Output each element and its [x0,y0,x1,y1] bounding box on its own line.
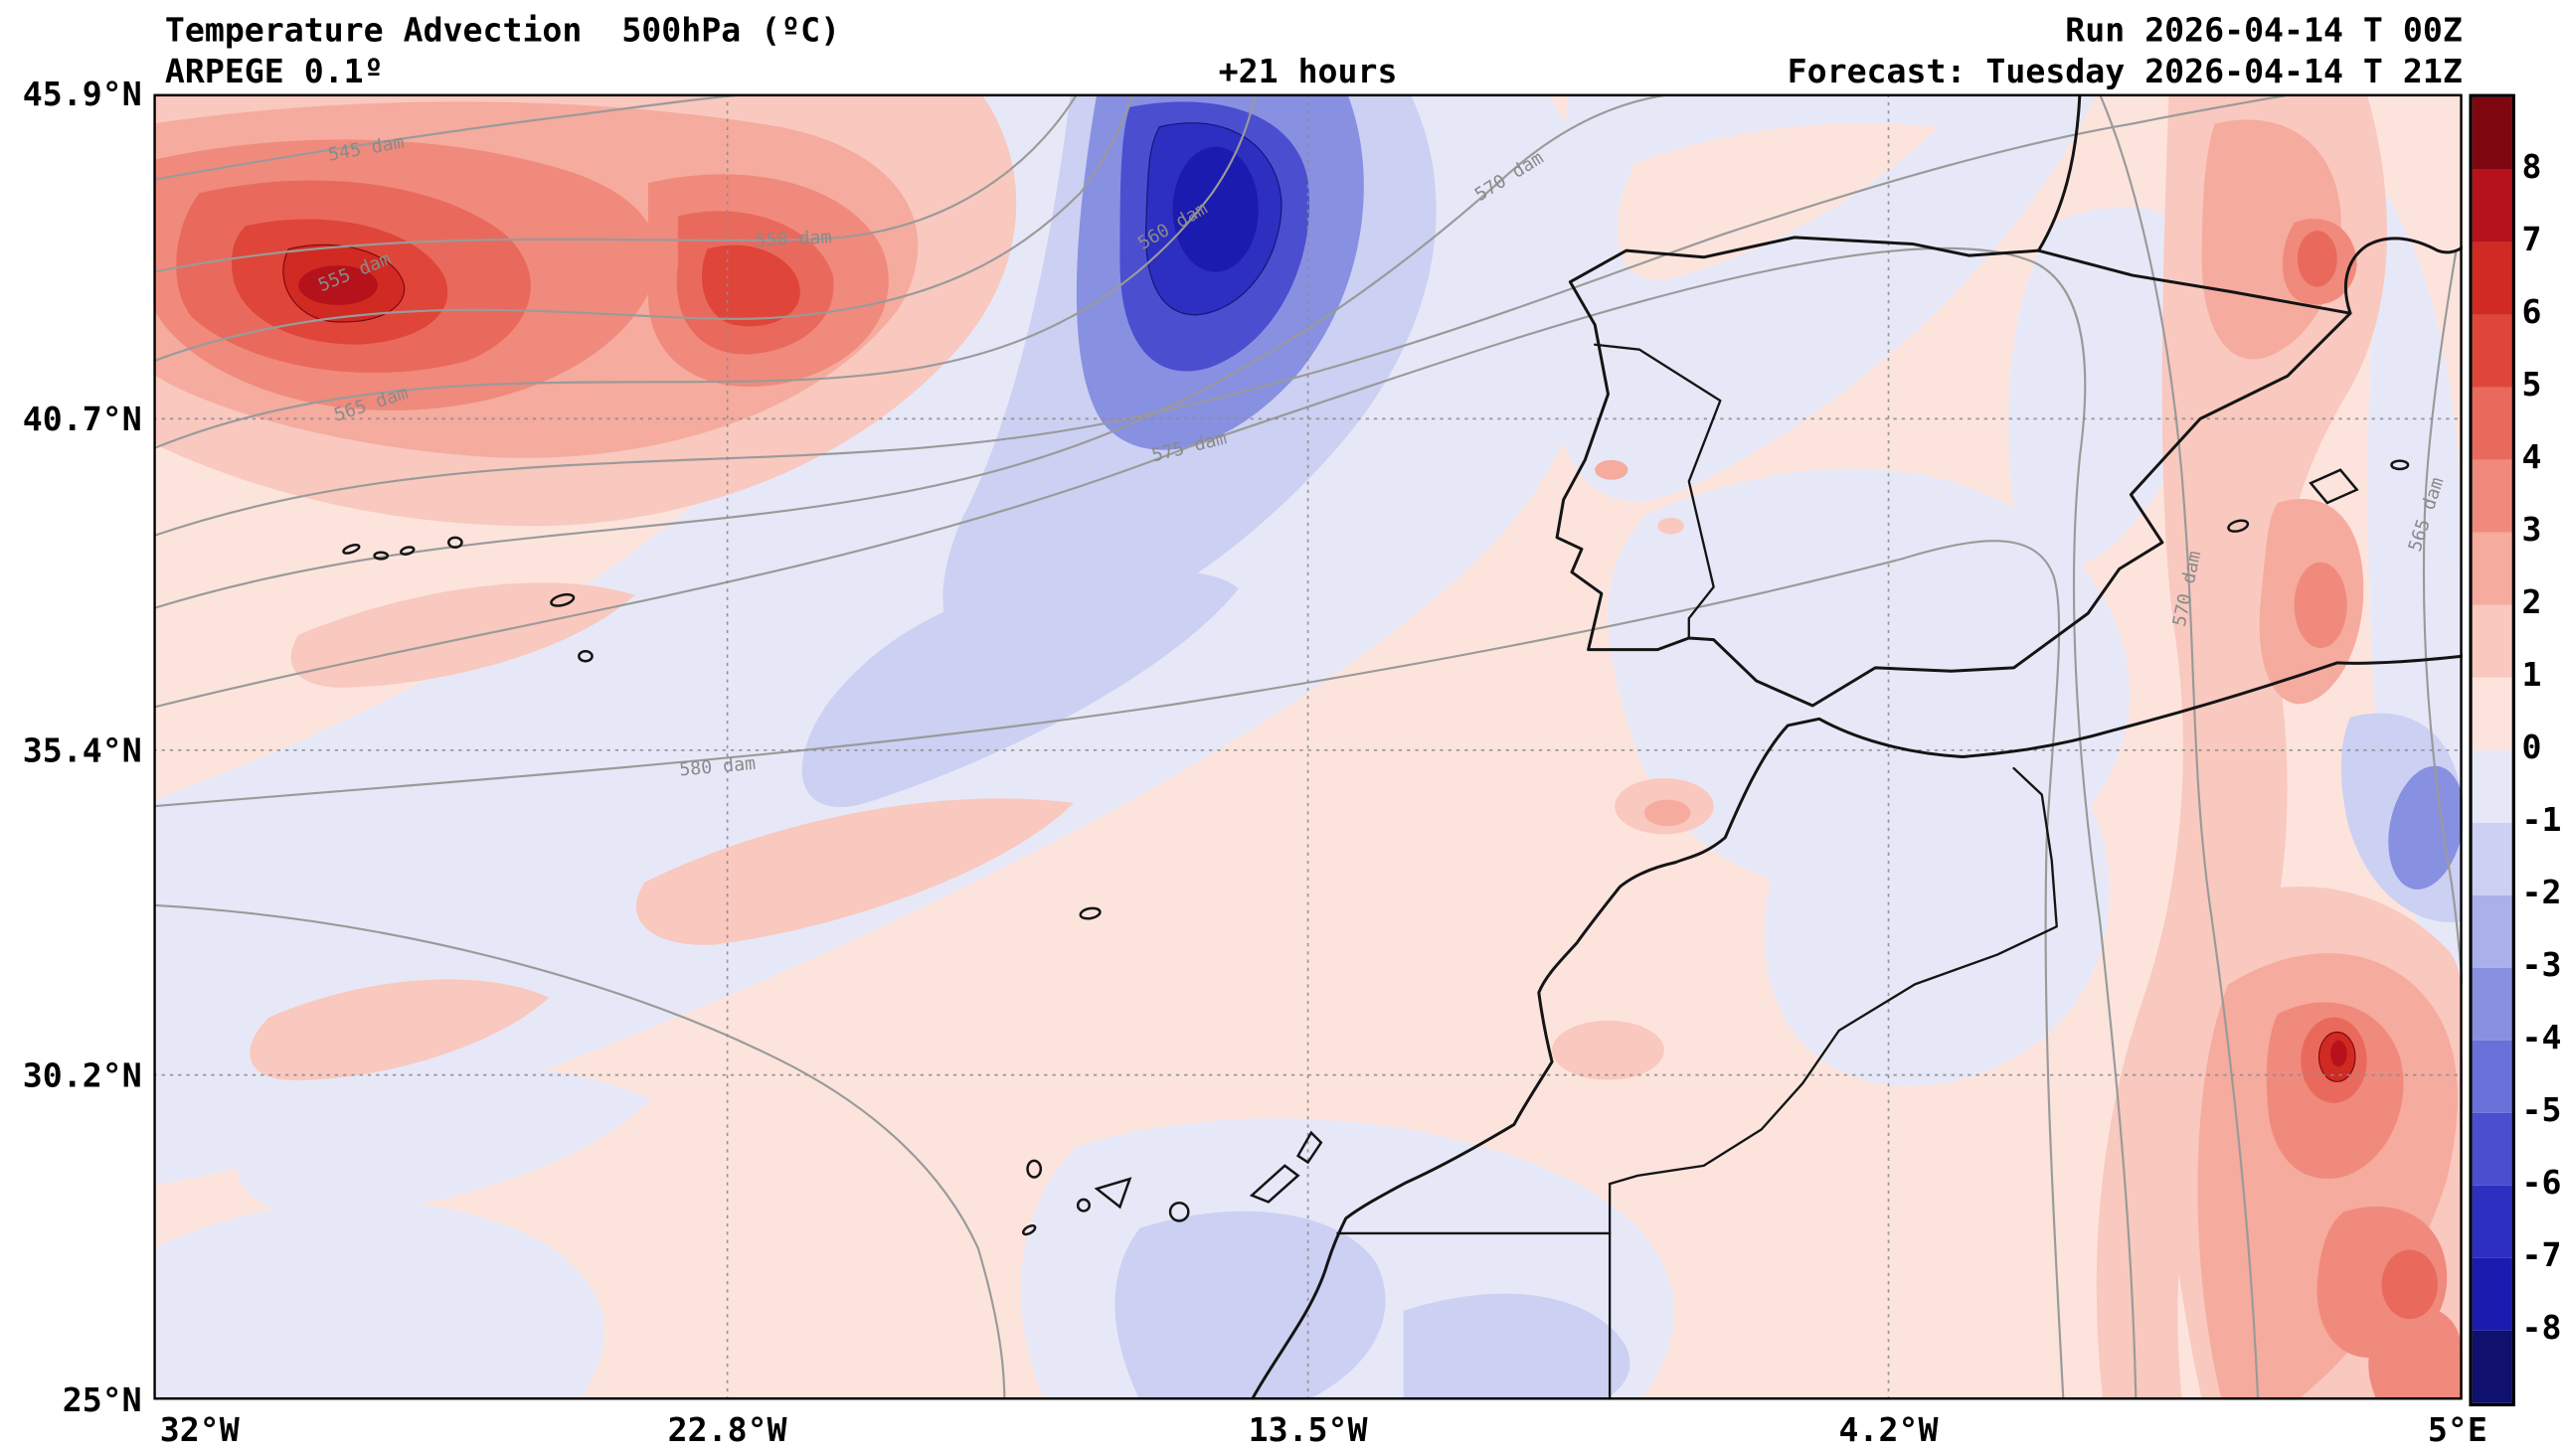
colorbar-labels: 8 7 6 5 4 3 2 1 0 -1 -2 -3 -4 -5 -6 -7 -8 [2522,94,2568,1400]
lon-tick-label: 22.8°W [667,1409,787,1450]
colorbar-cell [2472,314,2512,388]
colorbar-cell [2472,749,2512,823]
coastlines [1250,93,2463,1400]
colorbar-cell [2472,1185,2512,1258]
lat-tick-label: 45.9°N [22,74,142,114]
azores-island [578,650,594,663]
advection-map-svg [153,93,2463,1400]
canary-la-palma [1026,1159,1043,1179]
run-label: Run 2026-04-14 T 00Z [2065,9,2463,50]
azores-island [446,536,463,550]
colorbar-cell [2472,677,2512,750]
colorbar-cell [2472,822,2512,895]
balearic-mallorca [2309,468,2359,505]
azores-island [400,546,416,556]
warm-streaks-pale [1617,123,1939,281]
colorbar-cell [2472,242,2512,315]
colorbar-tick-label: -5 [2521,1089,2562,1130]
colorbar-tick-label: 1 [2521,654,2542,695]
colorbar-tick-label: 0 [2521,727,2542,767]
lon-tick-label: 4.2°W [1838,1409,1939,1450]
lon-tick-label: 13.5°W [1248,1409,1368,1450]
colorbar-cell [2472,1040,2512,1113]
lat-tick-label: 25°N [62,1379,142,1420]
lon-tick-label: 32°W [159,1409,240,1450]
colorbar-tick-label: 6 [2521,291,2542,332]
canary-tenerife [1094,1177,1132,1210]
geopotential-contours [153,93,2463,1400]
forecast-label: Forecast: Tuesday 2026-04-14 T 21Z [1787,51,2463,91]
colorbar-tick-label: 4 [2521,436,2542,477]
canary-fuerteventura [1249,1164,1300,1204]
madeira-island [1079,906,1102,920]
warm-advection-east [2096,93,2463,1400]
colorbar-tick-label: 5 [2521,364,2542,404]
balearic-ibiza [2227,519,2250,533]
canary-lanzarote [1295,1130,1323,1165]
colorbar-cell [2472,532,2512,605]
colorbar-cell [2472,96,2512,170]
colorbar-cell [2472,459,2512,533]
france-atlantic-coast [2036,93,2082,252]
morocco-algeria-border [1608,766,2058,1186]
colorbar-tick-label: 2 [2521,581,2542,622]
lead-time-label: +21 hours [1218,51,1398,91]
azores-island [550,592,576,607]
colorbar-cell [2472,604,2512,678]
lon-tick-label: 5°E [2427,1409,2487,1450]
cold-advection-core [801,93,1437,808]
colorbar-tick-label: -3 [2521,944,2562,985]
islands [342,459,2410,1236]
azores-island [373,551,390,561]
portugal-spain-border [1594,343,1722,640]
colorbar-tick-label: -6 [2521,1162,2562,1203]
lat-tick-label: 30.2°N [22,1054,142,1095]
colorbar [2469,93,2515,1407]
lat-tick-label: 35.4°N [22,729,142,770]
grid-lines [153,93,2463,1400]
map-frame-border [153,93,2463,1400]
france-med-coast [2343,237,2463,315]
warm-streaks [250,517,1714,1080]
canary-gran-canaria [1168,1201,1190,1222]
colorbar-tick-label: 7 [2521,219,2542,259]
colorbar-cell [2472,387,2512,460]
colorbar-tick-label: -8 [2521,1307,2562,1348]
azores-island [342,543,361,555]
colorbar-cell [2472,1257,2512,1331]
balearic-menorca [2390,459,2410,471]
colorbar-tick-label: 8 [2521,146,2542,187]
colorbar-tick-label: -7 [2521,1234,2562,1275]
colorbar-cell [2472,169,2512,243]
colorbar-cell [2472,1112,2512,1186]
colorbar-tick-label: -1 [2521,799,2562,840]
page-title: Temperature Advection 500hPa (ºC) [164,9,841,50]
iberia-coastline [1555,236,2352,708]
canary-la-gomera [1076,1198,1091,1213]
colorbar-tick-label: -4 [2521,1017,2562,1057]
canary-el-hierro [1021,1223,1037,1236]
colorbar-tick-label: 3 [2521,509,2542,550]
colorbar-cell [2472,967,2512,1041]
model-label: ARPEGE 0.1º [164,51,384,91]
cold-patches [1114,276,2463,1400]
colorbar-cell [2472,1330,2512,1403]
lat-tick-label: 40.7°N [22,399,142,439]
colorbar-tick-label: -2 [2521,872,2562,912]
map-canvas: 545 dam 550 dam 555 dam 560 dam 565 dam 570 d… [153,93,2463,1400]
warm-spots [1595,459,1691,827]
colorbar-cell [2472,894,2512,968]
north-africa-coastline [1250,654,2463,1400]
